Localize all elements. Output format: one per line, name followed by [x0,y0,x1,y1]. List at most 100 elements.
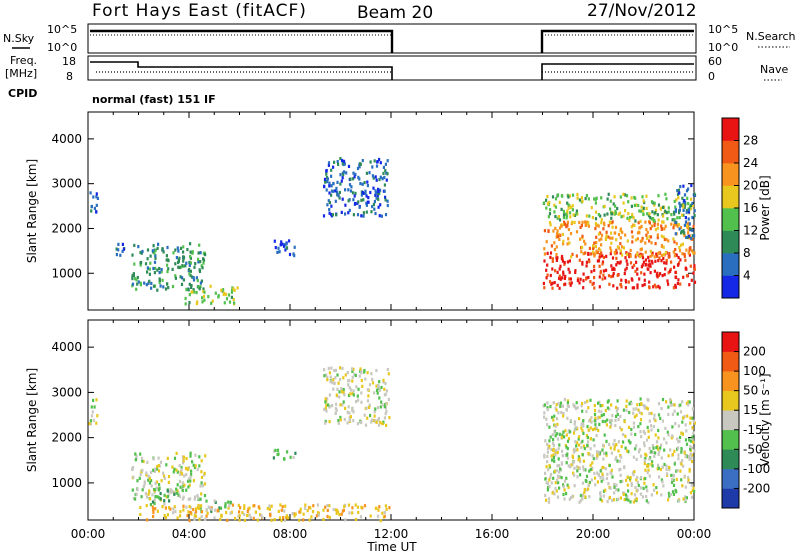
power-data-cell [566,201,569,205]
power-region-4 [273,239,296,258]
velocity-data-cell [621,479,624,483]
power-data-cell [575,230,579,234]
power-data-cell [115,247,118,251]
velocity-data-cell [294,512,297,516]
power-data-cell [191,290,194,294]
power-data-cell [636,267,639,271]
velocity-data-cell [361,384,364,388]
velocity-data-cell [197,496,200,500]
power-data-cell [185,288,188,292]
velocity-data-cell [343,417,346,422]
power-data-cell [376,194,379,198]
power-data-cell [619,249,622,253]
velocity-data-cell [665,472,669,476]
velocity-data-cell [339,366,342,370]
power-data-cell [683,199,686,203]
power-data-cell [690,278,693,282]
power-data-cell [328,208,331,212]
velocity-data-cell [554,434,557,438]
velocity-data-cell [302,518,305,522]
power-data-cell [616,261,619,265]
power-data-cell [606,197,609,201]
power-data-cell [610,275,613,279]
power-data-cell [636,283,639,287]
velocity-data-cell [203,482,207,486]
velocity-data-cell [166,489,169,493]
velocity-data-cell [388,506,391,510]
velocity-data-cell [688,438,691,442]
power-data-cell [683,201,686,205]
power-data-cell [376,160,379,164]
power-data-cell [588,214,591,218]
power-data-cell [610,212,614,216]
velocity-data-cell [571,462,574,466]
power-data-cell [667,271,670,275]
power-data-cell [331,213,334,217]
power-data-cell [630,196,633,200]
power-data-cell [181,264,184,268]
velocity-data-cell [691,407,694,411]
velocity-data-cell [616,407,620,411]
velocity-data-cell [197,503,200,508]
velocity-data-cell [326,397,329,401]
velocity-data-cell [659,446,662,450]
velocity-data-cell [238,514,241,518]
power-data-cell [591,216,594,220]
velocity-data-cell [136,487,139,492]
velocity-data-cell [366,371,369,375]
power-data-cell [653,255,656,259]
velocity-data-cell [234,516,237,521]
velocity-data-cell [691,426,694,430]
velocity-data-cell [177,491,180,495]
velocity-data-cell [631,471,635,475]
velocity-data-cell [589,467,592,472]
velocity-region-0 [88,398,99,426]
power-data-cell [188,293,191,297]
velocity-data-cell [584,401,587,405]
power-data-cell [361,182,364,186]
velocity-data-cell [610,451,613,455]
power-data-cell [636,237,639,241]
velocity-data-cell [619,473,622,477]
velocity-data-cell [589,426,592,430]
power-data-cell [377,197,380,201]
velocity-data-cell [387,372,390,376]
velocity-data-cell [582,465,585,469]
power-data-cell [139,281,142,285]
velocity-data-cell [662,484,665,488]
power-data-cell [548,221,552,225]
velocity-data-cell [328,504,331,508]
velocity-data-cell [625,449,629,453]
velocity-data-cell [626,475,629,479]
power-data-cell [143,281,146,285]
nsky-label: N.Sky [3,32,35,45]
velocity-data-cell [551,415,554,419]
power-data-cell [612,202,615,206]
power-data-cell [214,291,217,295]
velocity-data-cell [324,419,327,423]
power-data-cell [582,252,585,256]
power-data-cell [656,233,659,237]
velocity-data-cell [193,465,196,470]
velocity-data-cell [580,426,583,430]
power-data-cell [687,221,690,225]
power-data-cell [182,255,185,259]
power-data-cell [202,294,206,298]
power-data-cell [692,251,695,255]
velocity-data-cell [148,477,152,481]
velocity-data-cell [576,448,579,452]
power-data-cell [643,278,646,282]
power-data-cell [670,222,673,226]
velocity-data-cell [657,428,660,433]
velocity-data-cell [545,465,548,469]
power-data-cell [197,260,200,264]
power-data-cell [616,286,619,290]
velocity-data-cell [384,412,387,416]
power-data-cell [678,211,681,215]
power-data-cell [568,270,571,274]
velocity-data-cell [551,458,554,462]
velocity-data-cell [134,458,137,462]
power-data-cell [687,202,690,206]
velocity-data-cell [677,453,680,457]
power-data-cell [553,210,556,214]
